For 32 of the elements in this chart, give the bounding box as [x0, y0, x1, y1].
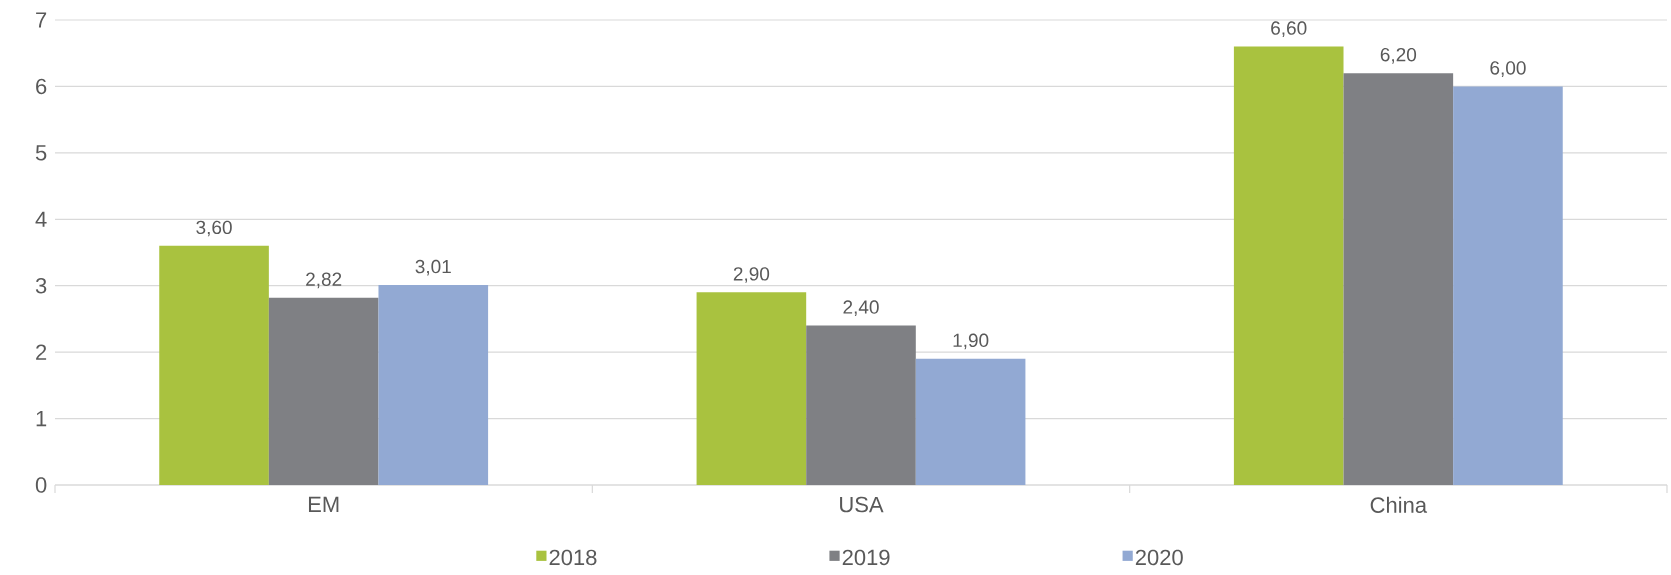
- y-tick-label: 7: [36, 12, 47, 28]
- data-label: 2,90: [733, 267, 770, 283]
- y-tick-label: 3: [35, 277, 47, 294]
- y-tick-label: 0: [35, 477, 47, 493]
- data-label: 1,90: [953, 333, 989, 350]
- y-tick-label: 2: [36, 344, 47, 360]
- bar: [159, 245, 269, 485]
- bar: [378, 285, 489, 485]
- x-tick-label: China: [1370, 496, 1428, 513]
- data-label: 6,20: [1380, 47, 1417, 64]
- bar: [268, 297, 379, 485]
- y-tick-label: 1: [36, 411, 47, 427]
- y-tick-label: 4: [35, 211, 47, 227]
- bar: [1453, 86, 1563, 485]
- x-tick-label: USA: [840, 496, 884, 513]
- data-label: 2,82: [306, 272, 342, 289]
- bar: [1233, 46, 1344, 485]
- y-tick-label: 6: [36, 78, 47, 95]
- data-label: 3,60: [196, 220, 232, 237]
- x-tick-label: EM: [308, 496, 339, 512]
- bar: [696, 292, 807, 485]
- legend-label: 2020: [1135, 549, 1183, 566]
- legend-label: 2019: [842, 549, 890, 566]
- data-label: 3,01: [415, 259, 451, 276]
- bar: [806, 325, 916, 485]
- data-label: 6,00: [1490, 61, 1526, 77]
- data-label: 6,60: [1271, 21, 1307, 38]
- legend-label: 2018: [549, 549, 597, 566]
- data-label: 2,40: [843, 300, 879, 317]
- bar: [1343, 73, 1454, 485]
- bar: [915, 358, 1026, 485]
- y-tick-label: 5: [35, 145, 47, 161]
